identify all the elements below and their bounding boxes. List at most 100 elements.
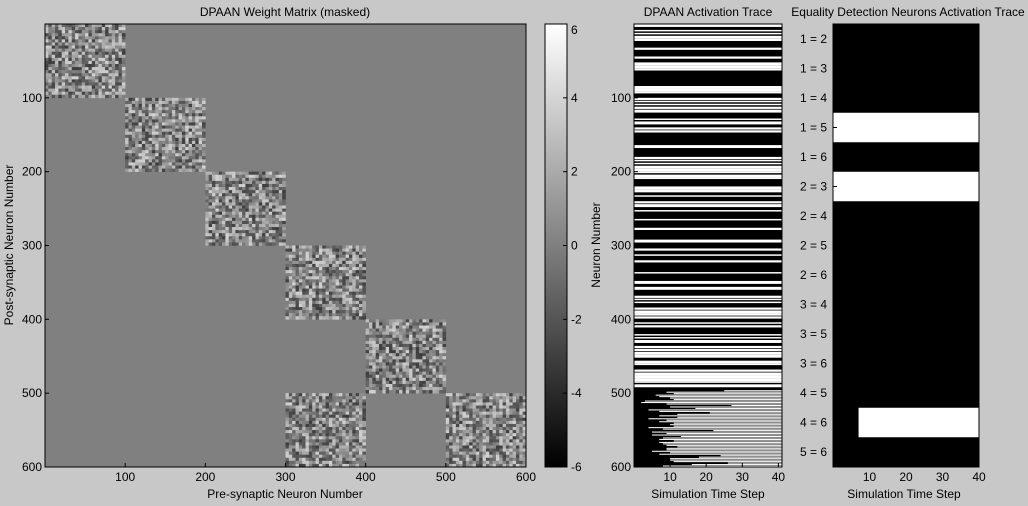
active-neuron-row: [634, 118, 782, 120]
active-neuron-row: [659, 410, 782, 412]
active-neuron-row: [634, 65, 782, 69]
active-neuron-row: [644, 400, 782, 402]
active-neuron-row: [634, 103, 782, 106]
active-neuron-row: [634, 86, 782, 89]
colorbar-tick-label: -4: [571, 386, 582, 400]
active-neuron-row: [727, 462, 782, 464]
active-neuron-row: [634, 35, 782, 39]
equality-active-bar: [833, 112, 979, 143]
active-neuron-row: [662, 465, 782, 467]
active-neuron-row: [634, 348, 782, 352]
active-neuron-row: [634, 254, 782, 256]
colorbar-tick-label: -2: [571, 312, 582, 326]
active-neuron-row: [634, 354, 782, 358]
active-neuron-row: [634, 334, 782, 336]
colorbar-tick-label: -6: [571, 460, 582, 474]
active-neuron-row: [662, 437, 782, 439]
colorbar-ticks: 6 4 2 0 -2 -4 -6: [563, 23, 582, 474]
active-neuron-row: [634, 201, 782, 204]
colorbar: 6 4 2 0 -2 -4 -6: [544, 23, 582, 474]
equality-active-bar: [833, 171, 979, 202]
active-neuron-row: [648, 409, 782, 411]
weight-matrix-y-tick-label: 400: [22, 312, 42, 326]
active-neuron-row: [634, 360, 782, 364]
weight-matrix-y-label: Post-synaptic Neuron Number: [2, 165, 16, 326]
equality-row-label: 1 = 3: [800, 62, 827, 76]
weight-matrix-x-tick-label: 200: [195, 470, 215, 484]
colorbar-tick-label: 2: [571, 165, 578, 179]
weight-block: [285, 393, 366, 468]
active-neuron-row: [673, 425, 782, 427]
activation-trace-y-label: Neuron Number: [589, 202, 603, 287]
weight-matrix-y-ticks: 100 200 300 400 500 600: [22, 91, 49, 474]
weight-matrix-y-tick-label: 300: [22, 239, 42, 253]
active-neuron-row: [731, 404, 782, 407]
active-neuron-row: [634, 24, 782, 27]
active-neuron-row: [666, 419, 782, 421]
active-neuron-row: [641, 402, 782, 404]
active-neuron-row: [634, 381, 782, 383]
active-neuron-row: [634, 100, 782, 103]
active-neuron-row: [695, 407, 782, 409]
equality-row-label: 2 = 4: [800, 209, 827, 223]
colorbar-tick-label: 4: [571, 91, 578, 105]
equality-trace-title: Equality Detection Neurons Activation Tr…: [791, 5, 1025, 19]
activation-trace-y-tick-label: 600: [611, 460, 631, 474]
active-neuron-row: [666, 403, 782, 405]
weight-matrix-panel: DPAAN Weight Matrix (masked) 100 200 300 40…: [2, 5, 536, 501]
weight-matrix-y-tick-label: 100: [22, 91, 42, 105]
active-neuron-row: [634, 121, 782, 125]
active-neuron-row: [634, 189, 782, 193]
active-neuron-row: [634, 159, 782, 162]
active-neuron-row: [634, 248, 782, 251]
weight-matrix-x-tick-label: 300: [275, 470, 295, 484]
active-neuron-row: [634, 68, 782, 71]
active-neuron-row: [655, 394, 782, 396]
active-neuron-row: [677, 413, 782, 415]
active-neuron-row: [673, 461, 782, 463]
equality-trace-rows: [833, 112, 979, 438]
active-neuron-row: [634, 372, 782, 376]
equality-row-label: 3 = 4: [800, 298, 827, 312]
activation-trace-panel: DPAAN Activation Trace 10 20 30 40 100 200 30…: [589, 5, 785, 501]
activation-trace-rows: [634, 24, 782, 467]
active-neuron-row: [691, 464, 782, 466]
active-neuron-row: [634, 310, 782, 314]
equality-trace-x-ticks: 10 20 30 40: [863, 463, 986, 484]
active-neuron-row: [670, 406, 782, 408]
active-neuron-row: [673, 440, 782, 442]
weight-block: [365, 319, 447, 394]
equality-active-bar: [858, 407, 979, 438]
active-neuron-row: [634, 97, 782, 101]
active-neuron-row: [634, 165, 782, 169]
equality-trace-y-ticks: 1 = 2 1 = 3 1 = 4 1 = 5 1 = 6 2 = 3 2 = 4 2 = 5…: [800, 32, 837, 459]
active-neuron-row: [634, 29, 782, 32]
active-neuron-row: [677, 416, 782, 418]
activation-trace-y-tick-label: 200: [611, 165, 631, 179]
weight-matrix-x-tick-label: 100: [115, 470, 135, 484]
equality-row-label: 4 = 6: [800, 416, 827, 430]
active-neuron-row: [634, 174, 782, 178]
active-neuron-row: [662, 428, 782, 430]
equality-row-label: 2 = 5: [800, 239, 827, 253]
active-neuron-row: [713, 430, 782, 432]
active-neuron-row: [670, 424, 782, 426]
equality-trace-x-tick-label: 40: [972, 470, 986, 484]
weight-block: [285, 245, 366, 320]
active-neuron-row: [652, 431, 782, 433]
weight-matrix-blocks: [45, 24, 527, 468]
active-neuron-row: [634, 62, 782, 66]
active-neuron-row: [634, 168, 782, 172]
active-neuron-row: [634, 322, 782, 324]
active-neuron-row: [709, 412, 782, 414]
weight-block: [445, 393, 527, 468]
active-neuron-row: [634, 337, 782, 339]
active-neuron-row: [634, 272, 782, 274]
active-neuron-row: [634, 340, 782, 343]
active-neuron-row: [673, 393, 782, 395]
active-neuron-row: [673, 422, 782, 424]
active-neuron-row: [698, 456, 782, 458]
active-neuron-row: [659, 453, 782, 455]
active-neuron-row: [634, 195, 782, 197]
